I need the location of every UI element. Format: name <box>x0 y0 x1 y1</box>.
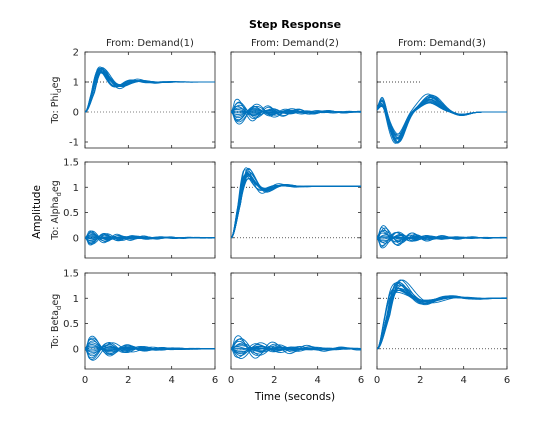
plot-area <box>231 52 361 148</box>
y-tick-label: 1 <box>73 294 79 305</box>
y-tick-label: 0 <box>73 344 79 355</box>
x-tick-label: 4 <box>314 375 320 386</box>
x-tick-label: 6 <box>212 375 218 386</box>
x-tick-label: 0 <box>228 375 234 386</box>
subplot-r3-c1: 0 0.5 1 1.5 To: Betadeg 0 2 4 6 <box>50 269 218 387</box>
subplot-r2-c1: 0 0.5 1 1.5To: Alphadeg <box>50 158 215 259</box>
x-tick-label: 2 <box>271 375 277 386</box>
y-tick-label: 0 <box>73 108 79 119</box>
input-titles: From: Demand(1) From: Demand(2) From: De… <box>106 38 486 49</box>
x-tick-label: 2 <box>417 375 423 386</box>
y-tick-label: 1.5 <box>63 158 79 169</box>
subplot-r3-c2: 0 2 4 6 <box>228 273 364 386</box>
y-tick-label: 1 <box>73 78 79 89</box>
subplot-r2-c3 <box>377 162 507 258</box>
x-tick-label: 4 <box>460 375 466 386</box>
subplot-r1-c1: -1 0 1 2 To: Phideg <box>50 48 215 149</box>
x-tick-label: 6 <box>504 375 510 386</box>
x-tick-label: 4 <box>168 375 174 386</box>
x-tick-label: 0 <box>374 375 380 386</box>
y-tick-label: 0 <box>73 233 79 244</box>
x-tick-label: 0 <box>82 375 88 386</box>
x-axis-label: Time (seconds) <box>254 391 335 403</box>
plot-area <box>85 162 215 258</box>
plot-area <box>85 273 215 369</box>
plot-area <box>377 162 507 258</box>
output-label-1: To: Phideg <box>50 77 63 125</box>
input-title-2: From: Demand(2) <box>251 38 339 49</box>
y-tick-label: 2 <box>73 48 79 59</box>
chart-title: Step Response <box>249 18 341 31</box>
y-tick-label: 1.5 <box>63 269 79 280</box>
y-tick-label: 1 <box>73 183 79 194</box>
y-tick-label: -1 <box>69 138 79 149</box>
subplot-r1-c3 <box>377 52 507 148</box>
input-title-3: From: Demand(3) <box>398 38 486 49</box>
output-label-2: To: Alphadeg <box>50 180 63 241</box>
y-axis-label: Amplitude <box>31 185 43 239</box>
x-tick-label: 6 <box>358 375 364 386</box>
y-tick-label: 0.5 <box>63 319 79 330</box>
input-title-1: From: Demand(1) <box>106 38 194 49</box>
y-tick-label: 0.5 <box>63 208 79 219</box>
plot-area <box>85 52 215 148</box>
subplot-r3-c3: 0 2 4 6 <box>374 273 510 386</box>
subplot-r1-c2 <box>231 52 361 148</box>
output-label-3: To: Betadeg <box>50 294 63 349</box>
subplot-r2-c2 <box>231 162 361 258</box>
x-tick-label: 2 <box>125 375 131 386</box>
